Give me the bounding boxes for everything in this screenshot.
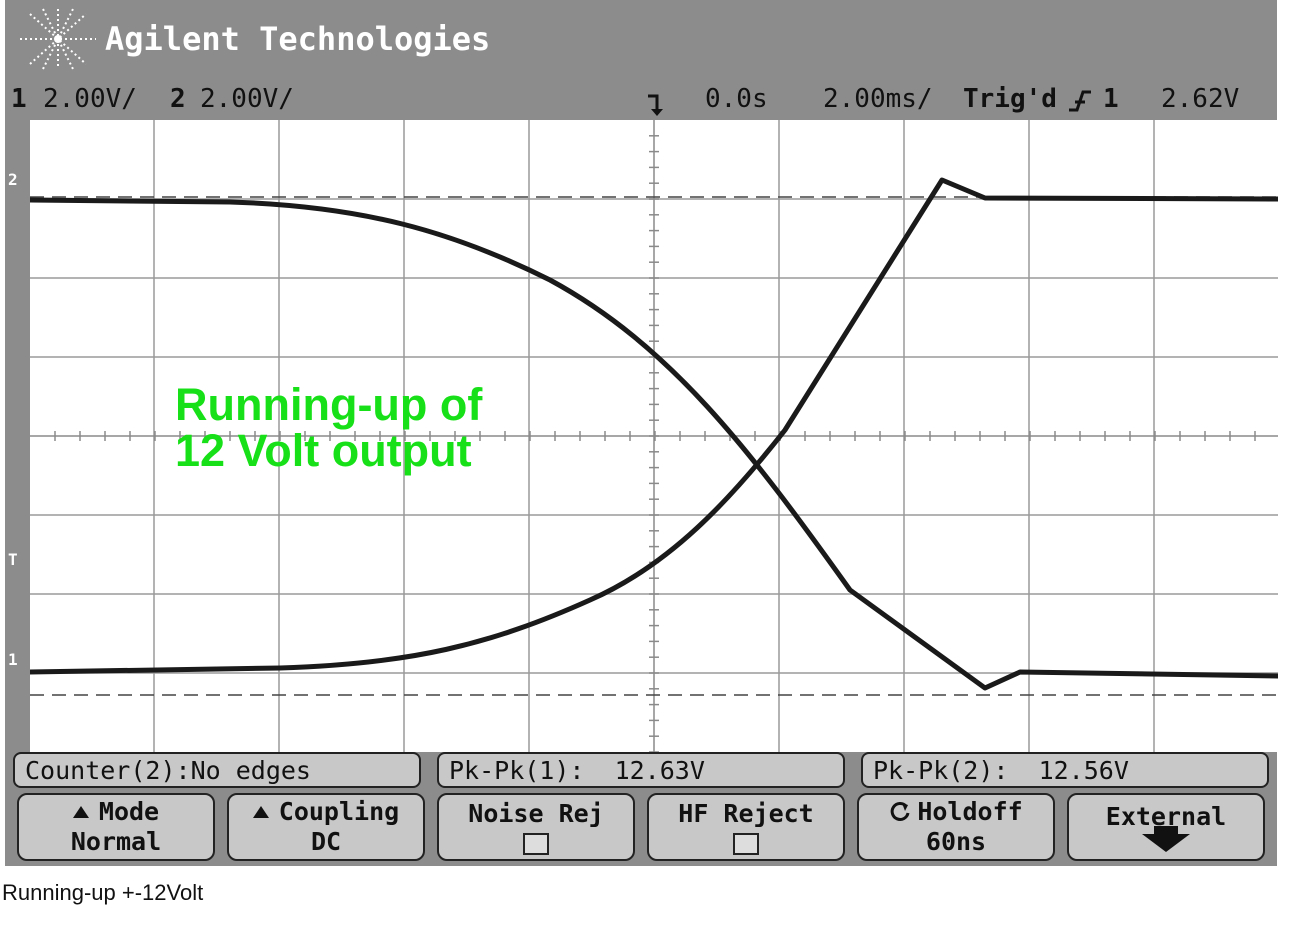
- status-bar: 1 2.00V/ 2 2.00V/ 0.0s 2.00ms/ Trig'd 1 …: [5, 84, 1277, 120]
- noise-rej-checkbox[interactable]: [523, 833, 549, 855]
- mode-title: Mode: [98, 797, 160, 826]
- external-softkey[interactable]: External: [1067, 793, 1265, 861]
- channel-2-trace: [30, 197, 1278, 691]
- trigger-source: 1: [1103, 84, 1119, 114]
- figure-caption: Running-up +-12Volt: [2, 880, 204, 905]
- holdoff-title: Holdoff: [917, 797, 1023, 826]
- coupling-title: Coupling: [278, 797, 400, 826]
- pk-pk-2-measurement: Pk-Pk(2): 12.56V: [861, 752, 1269, 788]
- pk-pk-1-measurement: Pk-Pk(1): 12.63V: [437, 752, 845, 788]
- time-scale: 2.00ms/: [823, 84, 933, 114]
- noise-rej-softkey[interactable]: Noise Rej: [437, 793, 635, 861]
- channel-2-marker: 2: [8, 170, 18, 189]
- hf-reject-checkbox[interactable]: [733, 833, 759, 855]
- channel-1-number: 1: [11, 84, 27, 114]
- trigger-status: Trig'd: [963, 84, 1057, 114]
- menu-up-icon: [252, 806, 269, 818]
- coupling-softkey[interactable]: Coupling DC: [227, 793, 425, 861]
- mode-value: Normal: [70, 827, 162, 856]
- time-delay: 0.0s: [705, 84, 768, 114]
- brand-name: Agilent Technologies: [105, 20, 491, 58]
- channel-1-trace: [30, 177, 1278, 675]
- oscilloscope-screenshot: Agilent Technologies 1 2.00V/ 2 2.00V/ 0…: [5, 0, 1278, 866]
- mode-softkey[interactable]: Mode Normal: [17, 793, 215, 861]
- channel-2-number: 2: [170, 84, 186, 114]
- annotation-line-1: Running-up of: [175, 379, 483, 430]
- hf-reject-title: HF Reject: [678, 799, 814, 828]
- hf-reject-softkey[interactable]: HF Reject: [647, 793, 845, 861]
- coupling-value: DC: [310, 827, 342, 856]
- overlay-annotation: Running-up of 12 Volt output: [175, 382, 482, 474]
- rising-edge-icon: [1067, 88, 1093, 121]
- agilent-spark-logo-icon: [20, 8, 96, 70]
- holdoff-value: 60ns: [925, 827, 987, 856]
- channel-1-scale: 2.00V/: [43, 84, 137, 114]
- waveform-display: [30, 120, 1278, 752]
- graticule-ticks: [54, 135, 1256, 752]
- more-arrow-icon: [1142, 826, 1190, 852]
- channel-2-scale: 2.00V/: [200, 84, 294, 114]
- counter-measurement: Counter(2):No edges: [13, 752, 421, 788]
- noise-rej-title: Noise Rej: [468, 799, 604, 828]
- annotation-line-2: 12 Volt output: [175, 425, 472, 476]
- menu-up-icon: [72, 806, 89, 818]
- trigger-level: 2.62V: [1161, 84, 1240, 114]
- channel-1-marker: 1: [8, 650, 18, 669]
- brand-header: Agilent Technologies: [15, 4, 490, 74]
- rotary-knob-icon: [891, 801, 910, 821]
- holdoff-softkey[interactable]: Holdoff 60ns: [857, 793, 1055, 861]
- trigger-position-icon: [645, 92, 663, 125]
- trigger-level-marker: T: [8, 550, 18, 569]
